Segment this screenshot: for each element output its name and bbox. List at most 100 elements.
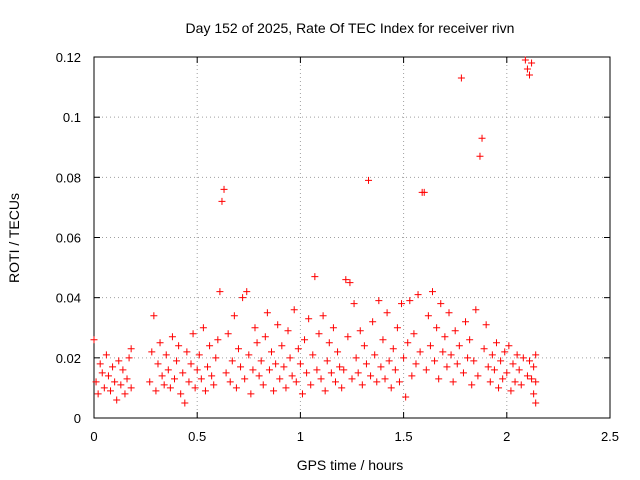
data-point xyxy=(505,342,513,350)
data-point xyxy=(521,56,529,64)
data-point xyxy=(426,342,434,350)
data-point xyxy=(470,357,478,365)
data-point xyxy=(218,197,226,205)
data-point xyxy=(125,354,133,362)
data-point xyxy=(404,339,412,347)
data-point xyxy=(247,390,255,398)
data-point xyxy=(253,339,261,347)
data-point xyxy=(201,387,209,395)
data-point xyxy=(455,342,463,350)
data-point xyxy=(185,378,193,386)
data-point xyxy=(375,297,383,305)
data-point xyxy=(369,318,377,326)
chart-title: Day 152 of 2025, Rate Of TEC Index for r… xyxy=(186,20,515,36)
data-point xyxy=(447,351,455,359)
data-point xyxy=(323,357,331,365)
data-point xyxy=(115,357,123,365)
x-tick-label: 2 xyxy=(503,429,510,444)
data-point xyxy=(344,333,352,341)
data-point xyxy=(156,339,164,347)
data-point xyxy=(195,351,203,359)
data-point xyxy=(214,336,222,344)
data-point xyxy=(263,309,271,317)
data-point xyxy=(234,345,242,353)
data-point xyxy=(523,65,531,73)
data-point xyxy=(268,348,276,356)
data-point xyxy=(98,369,106,377)
data-point xyxy=(383,309,391,317)
data-point xyxy=(121,390,129,398)
data-point xyxy=(523,372,531,380)
data-point xyxy=(179,369,187,377)
data-point xyxy=(416,348,424,356)
data-point xyxy=(459,369,467,377)
y-tick-label: 0.02 xyxy=(56,351,81,366)
data-point xyxy=(257,357,265,365)
data-point xyxy=(437,300,445,308)
data-point xyxy=(177,390,185,398)
data-point xyxy=(356,327,364,335)
data-point xyxy=(490,366,498,374)
data-point xyxy=(350,300,358,308)
plot-frame xyxy=(93,56,611,419)
data-point xyxy=(387,384,395,392)
data-point xyxy=(367,372,375,380)
data-point xyxy=(457,74,465,82)
y-tick-label: 0.04 xyxy=(56,291,81,306)
data-point xyxy=(199,324,207,332)
data-point xyxy=(400,354,408,362)
data-point xyxy=(476,152,484,160)
data-point xyxy=(305,315,313,323)
data-point xyxy=(408,372,416,380)
data-point xyxy=(298,390,306,398)
axis-ticks: 0 0.5 1 1.5 2 2.5 0 0.02 0.04 0.06 0.08 0.1 0.12 xyxy=(56,50,619,444)
data-point xyxy=(464,354,472,362)
y-axis-label: ROTI / TECUs xyxy=(6,193,22,283)
data-point xyxy=(358,381,366,389)
data-point xyxy=(150,312,158,320)
data-point xyxy=(175,342,183,350)
data-point xyxy=(303,369,311,377)
data-point xyxy=(478,134,486,142)
data-point xyxy=(226,378,234,386)
grid-lines xyxy=(94,57,610,418)
data-point xyxy=(402,393,410,401)
data-point xyxy=(443,363,451,371)
y-tick-label: 0.12 xyxy=(56,50,81,65)
data-point xyxy=(170,375,178,383)
data-point xyxy=(152,387,160,395)
data-point xyxy=(445,309,453,317)
data-point xyxy=(146,378,154,386)
data-point xyxy=(513,351,521,359)
data-point xyxy=(187,360,195,368)
data-point xyxy=(294,345,302,353)
data-point xyxy=(307,381,315,389)
data-point xyxy=(321,387,329,395)
data-point xyxy=(154,360,162,368)
data-point xyxy=(391,366,399,374)
data-point xyxy=(292,378,300,386)
data-point xyxy=(389,345,397,353)
data-point xyxy=(352,354,360,362)
data-point xyxy=(362,360,370,368)
data-point xyxy=(204,363,212,371)
data-point xyxy=(220,185,228,193)
data-point xyxy=(239,294,247,302)
data-points xyxy=(90,56,540,407)
data-point xyxy=(127,345,135,353)
data-point xyxy=(315,330,323,338)
data-point xyxy=(482,321,490,329)
data-point xyxy=(259,381,267,389)
data-point xyxy=(160,381,168,389)
data-point xyxy=(327,369,335,377)
data-point xyxy=(424,312,432,320)
data-point xyxy=(488,351,496,359)
data-point xyxy=(296,360,304,368)
data-point xyxy=(237,363,245,371)
data-point xyxy=(286,354,294,362)
data-point xyxy=(210,381,218,389)
data-point xyxy=(270,387,278,395)
data-point xyxy=(511,378,519,386)
data-point xyxy=(532,378,540,386)
